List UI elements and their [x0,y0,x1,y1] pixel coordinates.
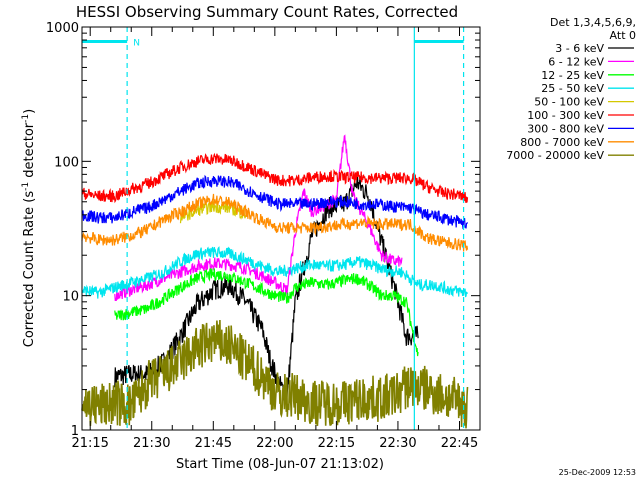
series-line-7 [81,193,469,252]
y-axis-label: Corrected Count Rate (s-1 detector-1) [21,109,37,347]
x-tick-label: 22:15 [318,436,355,451]
chart-title: HESSI Observing Summary Count Rates, Cor… [76,3,458,21]
legend-label: 50 - 100 keV [534,96,604,109]
legend-label: 800 - 7000 keV [520,136,604,149]
night-label: N [133,38,140,48]
y-axis: 1 10 100 1000 [46,21,480,439]
y-tick-label: 10 [62,290,79,305]
x-axis: 21:15 21:30 21:45 22:00 22:15 22:30 22:45 [71,27,481,451]
plot-frame [81,26,481,431]
x-tick-label: 21:15 [71,436,108,451]
legend-label: 25 - 50 keV [541,82,604,95]
series-line-8 [81,319,469,429]
x-tick-label: 22:45 [441,436,478,451]
legend-label: 3 - 6 keV [555,42,604,55]
series-line-2 [114,268,419,357]
y-tick-label: 1000 [46,21,79,36]
x-tick-label: 22:00 [256,436,293,451]
x-tick-label: 22:30 [379,436,416,451]
y-axis-label-main: Corrected Count Rate (s [22,191,37,348]
legend-header-line-2: Att 0 [610,29,636,42]
legend-label: 7000 - 20000 keV [506,149,604,162]
y-tick-label: 1 [71,424,79,439]
series-line-5 [81,152,469,204]
series-line-6 [81,174,469,230]
legend-label: 12 - 25 keV [541,69,604,82]
series-line-3 [81,246,469,299]
x-axis-label: Start Time (08-Jun-07 21:13:02) [176,457,384,472]
footer-timestamp: 25-Dec-2009 12:53 [559,468,636,477]
legend-label: 300 - 800 keV [527,122,604,135]
y-axis-label-exp1: -1 [21,182,31,191]
y-tick-label: 100 [54,155,79,170]
legend-label: 100 - 300 keV [527,109,604,122]
legend-header-line-1: Det 1,3,4,5,6,9, [550,16,636,29]
x-tick-label: 21:30 [133,436,170,451]
y-axis-label-exp2: -1 [21,114,31,123]
x-tick-label: 21:45 [195,436,232,451]
y-axis-label-end: ) [22,109,37,114]
legend-label: 6 - 12 keV [548,55,604,68]
series-layer [81,134,469,429]
y-axis-label-mid: detector [22,122,37,182]
marker-layer: N [82,27,465,430]
